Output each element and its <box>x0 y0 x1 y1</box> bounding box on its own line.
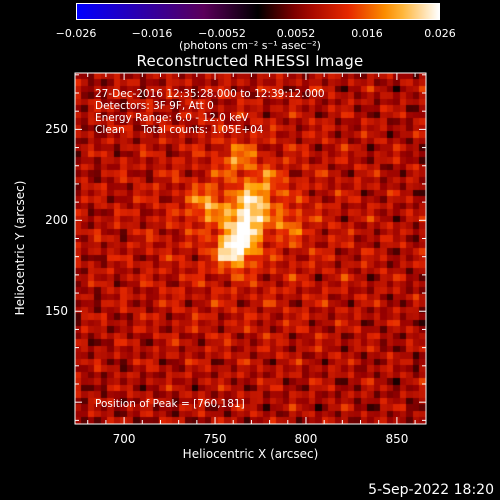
annotation-energy: Energy Range: 6.0 - 12.0 keV <box>95 112 249 124</box>
annotation-clean: Clean Total counts: 1.05E+04 <box>95 124 264 136</box>
annotation-time: 27-Dec-2016 12:35:28.000 to 12:39:12.000 <box>95 88 325 100</box>
y-tick-label: 200 <box>45 213 68 228</box>
colorbar-tick-label: −0.016 <box>131 27 173 40</box>
colorbar-tick-label: 0.026 <box>424 27 456 40</box>
colorbar <box>76 3 440 20</box>
x-tick-label: 750 <box>203 432 227 446</box>
x-axis-label: Heliocentric X (arcsec) <box>182 447 319 461</box>
colorbar-units: (photons cm⁻² s⁻¹ asec⁻²) <box>179 39 321 52</box>
chart-title: Reconstructed RHESSI Image <box>136 52 364 70</box>
colorbar-tick-label: −0.0052 <box>198 27 246 40</box>
annotation-detectors: Detectors: 3F 9F, Att 0 <box>95 100 214 112</box>
x-tick-label: 700 <box>112 432 136 446</box>
y-tick-label: 150 <box>45 304 68 319</box>
footer-date: 5-Sep-2022 18:20 <box>368 482 494 498</box>
colorbar-tick-label: −0.026 <box>55 27 97 40</box>
x-tick-label: 850 <box>385 432 409 446</box>
annotation-peak: Position of Peak = [760,181] <box>95 398 245 410</box>
x-tick-label: 800 <box>294 432 318 446</box>
y-axis-label: Heliocentric Y (arcsec) <box>13 180 27 316</box>
colorbar-tick-label: 0.0052 <box>276 27 316 40</box>
colorbar-tick-label: 0.016 <box>351 27 383 40</box>
y-tick-label: 250 <box>45 122 68 137</box>
